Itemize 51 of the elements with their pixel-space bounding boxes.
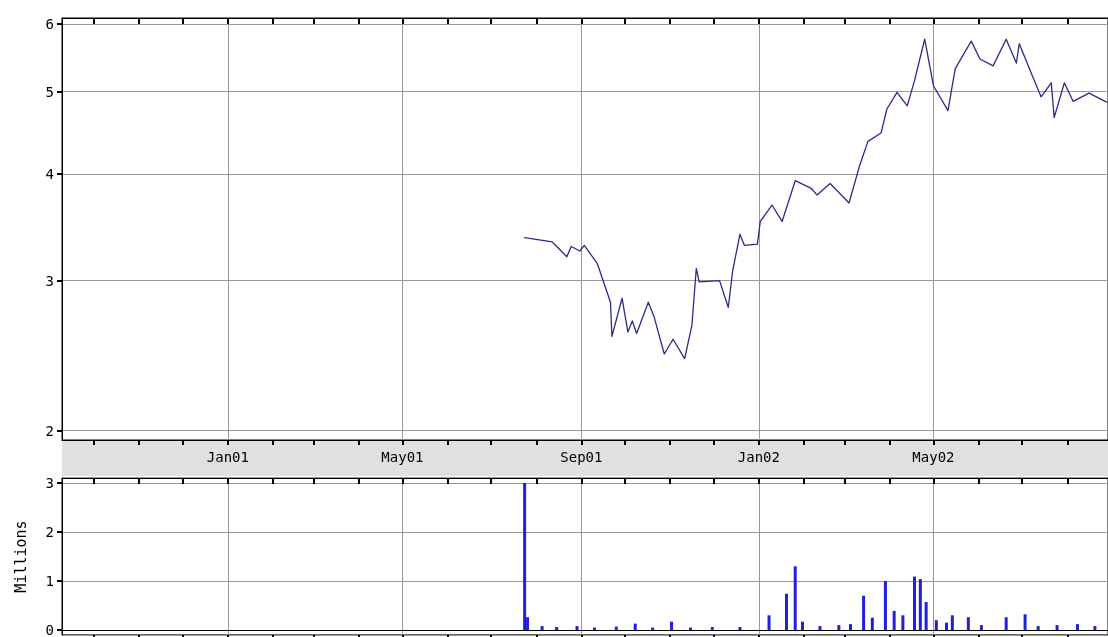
bar: [555, 627, 559, 630]
bar: [784, 593, 788, 630]
bar: [1055, 625, 1059, 630]
x-tick-label: May01: [381, 449, 424, 465]
bar: [670, 621, 674, 630]
bar: [1004, 617, 1008, 630]
bar: [614, 626, 618, 630]
bar: [934, 620, 938, 630]
y-tick-label: 3: [45, 272, 54, 289]
y-tick-label: 3: [45, 475, 54, 491]
bar: [738, 627, 742, 630]
x-tick-label: Sep01: [560, 449, 603, 465]
y-tick-label: 5: [45, 83, 54, 100]
bar: [892, 610, 896, 630]
x-tick-label: May02: [912, 449, 955, 465]
bar: [901, 615, 905, 630]
bar: [1023, 614, 1027, 630]
bar: [710, 627, 714, 630]
x-tick-label: Jan02: [737, 449, 780, 465]
bar: [1075, 624, 1079, 630]
bar: [575, 626, 579, 630]
bar: [849, 624, 852, 630]
bar: [1036, 626, 1040, 630]
bar: [523, 483, 527, 630]
bar: [924, 602, 928, 630]
bar: [793, 566, 797, 630]
bar: [870, 617, 874, 630]
bar: [945, 622, 949, 630]
bar: [837, 625, 841, 630]
bar: [1093, 626, 1097, 630]
bar: [862, 595, 866, 630]
y-tick-label: 0: [45, 622, 54, 637]
y-tick-label: 1: [45, 573, 54, 589]
y-tick-label: 6: [45, 16, 54, 33]
line-series: [523, 38, 1108, 360]
bar: [767, 615, 771, 630]
bar: [800, 621, 804, 630]
bar: [913, 576, 917, 630]
x-tick-label: Jan01: [206, 449, 249, 465]
y-tick-label: 2: [45, 524, 54, 540]
bar: [979, 625, 983, 630]
y-tick-label: 2: [45, 422, 54, 439]
bar: [883, 581, 887, 630]
bar: [540, 626, 544, 630]
bar: [950, 615, 954, 630]
bar: [918, 579, 922, 630]
bar: [818, 626, 822, 630]
y-tick-label: 4: [45, 166, 54, 183]
bar: [966, 617, 970, 630]
bar: [633, 623, 637, 630]
y-axis-title: Millions: [11, 520, 30, 593]
